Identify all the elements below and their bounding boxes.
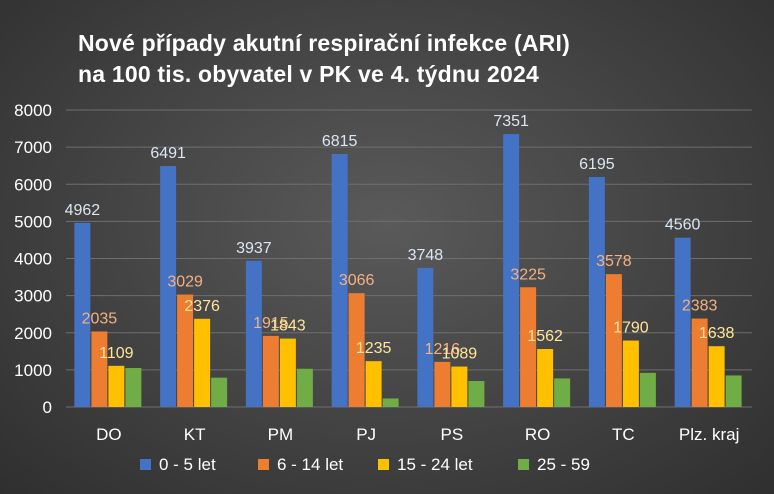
y-tick-label: 5000	[14, 212, 52, 231]
chart-title-line-2: na 100 tis. obyvatel v PK ve 4. týdnu 20…	[78, 61, 539, 87]
data-label: 1235	[356, 340, 392, 357]
data-label: 1638	[699, 325, 735, 342]
data-label: 2383	[682, 298, 718, 315]
x-tick-label: PM	[268, 425, 294, 444]
bar-2	[691, 318, 708, 407]
bar-2	[434, 361, 451, 407]
data-label: 3937	[236, 240, 272, 257]
bar-1	[245, 260, 262, 407]
data-label: 3748	[408, 247, 444, 264]
y-tick-label: 3000	[14, 287, 52, 306]
bar-1	[503, 134, 520, 408]
y-tick-label: 2000	[14, 324, 52, 343]
bar-1	[160, 166, 177, 407]
bar-3	[451, 366, 468, 407]
y-tick-label: 4000	[14, 250, 52, 269]
x-tick-label: RO	[525, 425, 551, 444]
bar-1	[674, 237, 691, 407]
y-tick-label: 6000	[14, 175, 52, 194]
bar-2	[348, 293, 365, 407]
bar-4	[468, 381, 485, 407]
bar-3	[194, 318, 211, 407]
data-label: 7351	[493, 113, 529, 130]
bar-3	[108, 365, 125, 407]
bar-2	[262, 335, 279, 407]
bar-2	[91, 331, 108, 407]
bar-3	[622, 340, 639, 407]
bar-2	[177, 294, 194, 407]
data-label: 1562	[527, 328, 563, 345]
x-tick-label: KT	[184, 425, 206, 444]
data-label: 1216	[425, 341, 461, 358]
data-label: 2035	[82, 310, 118, 327]
bar-3	[279, 338, 296, 407]
data-label: 3066	[339, 272, 375, 289]
data-label: 4560	[665, 217, 701, 234]
bar-3	[365, 361, 382, 407]
data-label: 3225	[510, 266, 546, 283]
legend-swatch	[140, 459, 151, 470]
data-label: 1843	[270, 318, 306, 335]
y-tick-label: 1000	[14, 361, 52, 380]
legend-swatch	[378, 459, 389, 470]
x-tick-label: PJ	[356, 425, 376, 444]
bar-4	[211, 377, 228, 407]
data-label: 1915	[253, 315, 289, 332]
y-tick-label: 7000	[14, 138, 52, 157]
data-label: 1109	[99, 345, 134, 362]
bar-4	[382, 398, 399, 407]
legend-label: 6 - 14 let	[277, 455, 343, 474]
data-label: 3578	[596, 253, 632, 270]
bar-3	[537, 349, 554, 407]
y-tick-label: 8000	[14, 101, 52, 120]
chart-title-line-1: Nové případy akutní respirační infekce (…	[78, 30, 570, 56]
data-label: 6195	[579, 156, 615, 173]
bar-4	[639, 372, 656, 407]
x-tick-label: Plz. kraj	[679, 425, 739, 444]
data-label: 6815	[322, 133, 358, 150]
data-label: 6491	[150, 145, 186, 162]
bar-4	[725, 375, 742, 407]
x-tick-label: TC	[612, 425, 635, 444]
x-tick-label: DO	[96, 425, 122, 444]
data-label: 4962	[65, 202, 101, 219]
bar-1	[417, 267, 434, 407]
data-label: 1790	[613, 320, 649, 337]
legend-label: 0 - 5 let	[159, 455, 216, 474]
x-tick-label: PS	[441, 425, 464, 444]
data-label: 1089	[442, 346, 478, 363]
data-label: 3029	[167, 274, 203, 291]
bar-1	[74, 222, 91, 407]
bar-1	[588, 177, 605, 407]
bar-1	[331, 153, 348, 407]
bar-4	[125, 368, 142, 407]
y-tick-label: 0	[43, 398, 52, 417]
bar-4	[554, 378, 571, 407]
data-label: 2376	[184, 298, 220, 315]
bar-4	[296, 368, 313, 407]
bar-2	[605, 274, 622, 407]
bar-3	[708, 346, 725, 407]
legend-swatch	[258, 459, 269, 470]
legend-label: 15 - 24 let	[397, 455, 473, 474]
legend-swatch	[518, 459, 529, 470]
bar-2	[520, 287, 537, 407]
legend-label: 25 - 59	[537, 455, 590, 474]
